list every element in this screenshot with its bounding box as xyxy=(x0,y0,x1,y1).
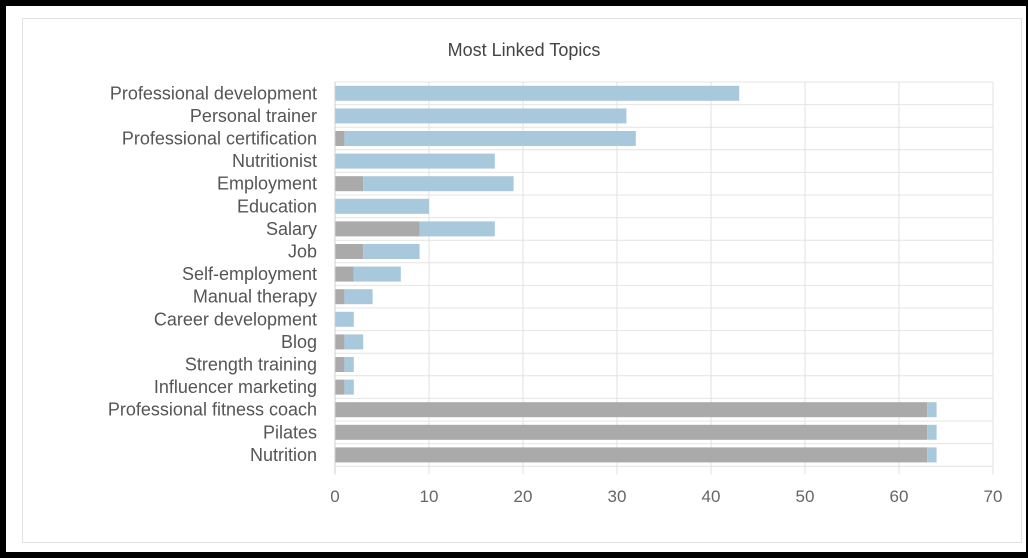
bar-segment-gray xyxy=(335,176,364,192)
x-tick-label: 20 xyxy=(514,487,533,506)
x-tick-label: 70 xyxy=(984,487,1003,506)
bar-segment-gray xyxy=(335,357,345,372)
bar-segment-blue xyxy=(335,85,740,101)
bar-segment-blue xyxy=(353,266,401,282)
bar-segment-blue xyxy=(335,311,354,327)
bar-segment-blue xyxy=(363,244,420,259)
category-label: Salary xyxy=(266,219,317,239)
x-tick-label: 10 xyxy=(420,487,439,506)
bar-segment-blue xyxy=(419,221,495,237)
bar-segment-blue xyxy=(927,402,937,418)
category-label: Blog xyxy=(281,332,317,352)
bar-segment-blue xyxy=(344,131,636,146)
x-tick-label: 30 xyxy=(608,487,627,506)
bar-segment-gray xyxy=(335,447,928,463)
bar-segment-blue xyxy=(344,289,373,305)
bar-segment-blue xyxy=(335,108,627,124)
bar-segment-blue xyxy=(927,424,937,440)
category-label: Self-employment xyxy=(182,264,317,284)
x-tick-label: 60 xyxy=(890,487,909,506)
category-label: Nutrition xyxy=(250,445,317,465)
bar-segment-gray xyxy=(335,424,928,440)
x-tick-label: 0 xyxy=(330,487,339,506)
category-label: Nutritionist xyxy=(232,151,317,171)
category-label: Pilates xyxy=(263,422,317,442)
bar-segment-blue xyxy=(335,153,495,169)
category-label: Personal trainer xyxy=(190,106,317,126)
bar-segment-gray xyxy=(335,266,354,282)
bar-segment-blue xyxy=(344,379,354,395)
category-label: Influencer marketing xyxy=(154,377,317,397)
category-label: Employment xyxy=(217,174,317,194)
category-label: Professional certification xyxy=(122,129,317,149)
category-label: Education xyxy=(237,196,317,216)
category-label: Professional fitness coach xyxy=(108,400,317,420)
category-label: Career development xyxy=(154,309,317,329)
bar-segment-gray xyxy=(335,334,345,350)
bar-segment-gray xyxy=(335,289,345,305)
bar-segment-blue xyxy=(363,176,514,192)
category-label: Manual therapy xyxy=(193,287,317,307)
chart-title: Most Linked Topics xyxy=(447,40,601,60)
bar-segment-gray xyxy=(335,402,928,418)
bar-segment-blue xyxy=(344,334,364,350)
bar-segment-blue xyxy=(927,447,937,463)
bar-segment-blue xyxy=(344,357,354,372)
bar-segment-gray xyxy=(335,131,345,146)
bar-segment-gray xyxy=(335,221,420,237)
bar-segment-gray xyxy=(335,379,345,395)
bar-segment-blue xyxy=(335,198,429,214)
category-label: Professional development xyxy=(110,83,317,103)
category-label: Job xyxy=(288,242,317,262)
x-tick-label: 40 xyxy=(702,487,721,506)
category-label: Strength training xyxy=(185,355,317,375)
x-tick-label: 50 xyxy=(796,487,815,506)
bar-segment-gray xyxy=(335,244,364,259)
